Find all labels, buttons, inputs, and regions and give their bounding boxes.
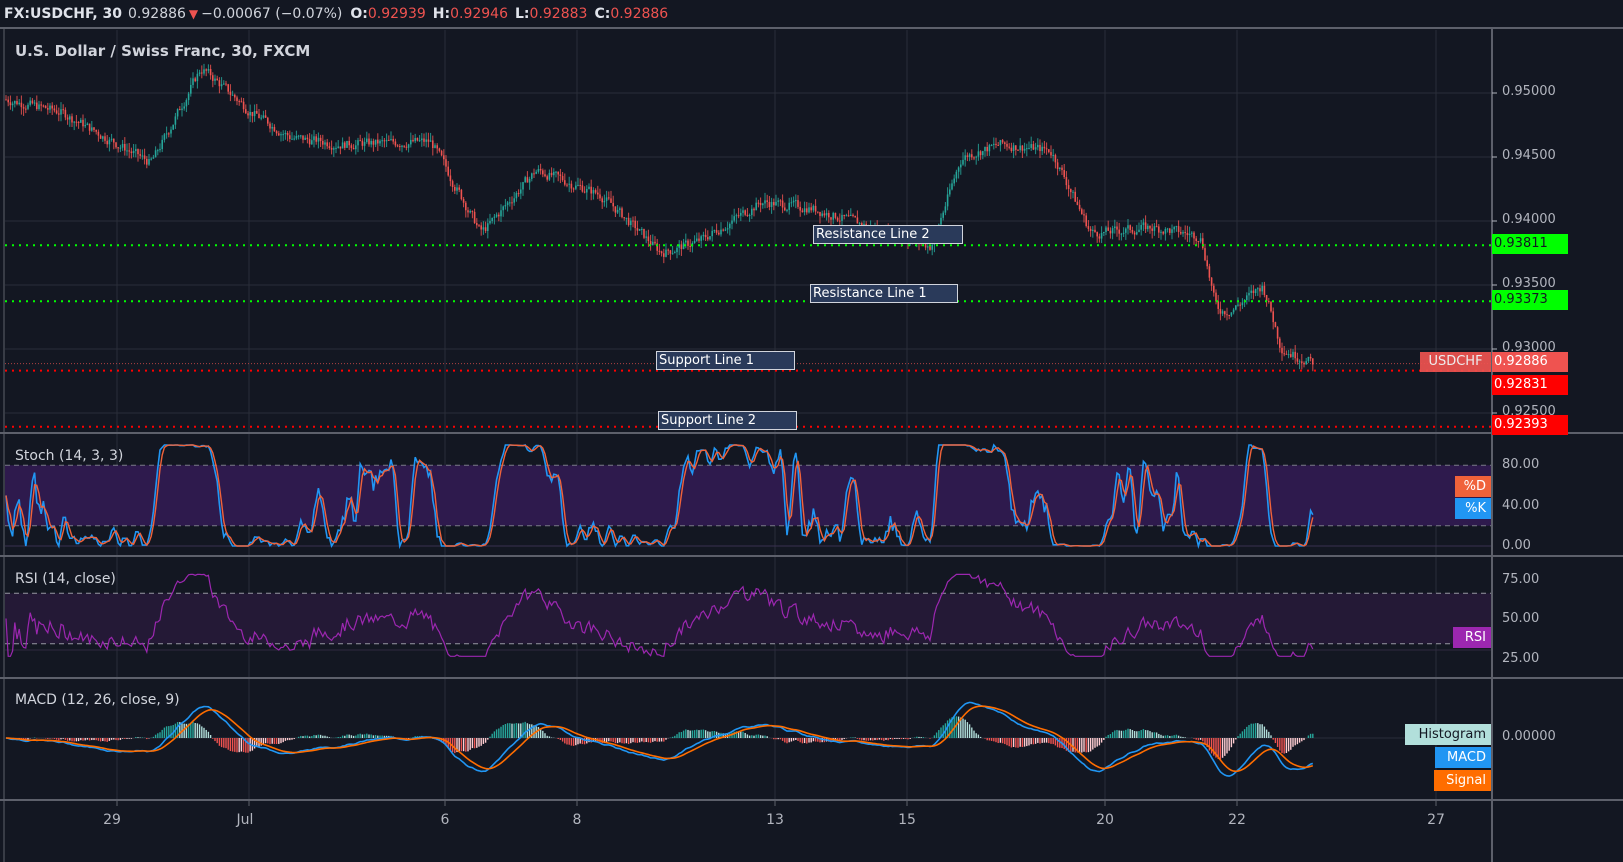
- high-key: H:: [432, 5, 451, 22]
- macd-legend: MACD: [1435, 747, 1491, 768]
- support-line-1-label[interactable]: Support Line 1: [656, 351, 795, 370]
- time-label: Jul: [236, 812, 254, 828]
- time-label: 20: [1096, 812, 1114, 828]
- stoch-series: [5, 443, 1314, 550]
- pane-separators: [0, 29, 1623, 862]
- macd-series: [5, 701, 1314, 777]
- resistance-line-1-label[interactable]: Resistance Line 1: [810, 284, 958, 303]
- stoch-tick: 0.00: [1502, 538, 1531, 553]
- support-line-1-price-tag: 0.92831: [1492, 375, 1568, 395]
- rsi-tick: 25.00: [1502, 651, 1540, 666]
- histogram-legend: Histogram: [1405, 724, 1491, 745]
- time-label: 22: [1228, 812, 1246, 828]
- time-label: 8: [572, 812, 582, 828]
- time-label: 13: [766, 812, 784, 828]
- signal-legend: Signal: [1434, 770, 1491, 791]
- last-price: 0.92886: [128, 5, 186, 22]
- stoch-d-legend: %D: [1455, 476, 1491, 497]
- time-label: 29: [103, 812, 121, 828]
- open-value: 0.92939: [367, 5, 426, 22]
- close-value: 0.92886: [610, 5, 669, 22]
- rsi-pane-title: RSI (14, close): [15, 571, 116, 587]
- resistance-line-2-price-tag: 0.93811: [1492, 234, 1568, 254]
- candlestick-series: [5, 63, 1314, 372]
- rsi-series: [5, 573, 1314, 657]
- resistance-line-1-price-tag: 0.93373: [1492, 290, 1568, 310]
- low-key: L:: [515, 5, 530, 22]
- symbol-name[interactable]: FX:USDCHF, 30: [4, 5, 123, 22]
- stoch-k-legend: %K: [1455, 498, 1491, 519]
- macd-tick: 0.00000: [1502, 729, 1556, 744]
- rsi-tick: 75.00: [1502, 572, 1540, 587]
- symbol-header: FX:USDCHF, 30 0.92886 ▼ −0.00067 (−0.07%…: [0, 0, 1623, 29]
- stoch-pane-title: Stoch (14, 3, 3): [15, 448, 123, 464]
- time-label: 15: [898, 812, 916, 828]
- rsi-legend: RSI: [1453, 627, 1491, 648]
- price-tick: 0.94500: [1502, 148, 1556, 163]
- stoch-tick: 40.00: [1502, 498, 1540, 513]
- open-key: O:: [350, 5, 368, 22]
- time-label: 6: [440, 812, 450, 828]
- price-tick: 0.93500: [1502, 276, 1556, 291]
- price-tick: 0.93000: [1502, 340, 1556, 355]
- low-value: 0.92883: [529, 5, 588, 22]
- down-arrow-icon: ▼: [188, 6, 199, 21]
- resistance-line-2-label[interactable]: Resistance Line 2: [813, 225, 963, 244]
- time-label: 27: [1427, 812, 1445, 828]
- close-key: C:: [594, 5, 611, 22]
- main-pane-title: U.S. Dollar / Swiss Franc, 30, FXCM: [15, 42, 310, 60]
- rsi-tick: 50.00: [1502, 611, 1540, 626]
- support-line-2-label[interactable]: Support Line 2: [658, 411, 797, 430]
- price-tick: 0.95000: [1502, 84, 1556, 99]
- price-change: −0.00067 (−0.07%): [201, 5, 343, 22]
- horizontal-levels: [5, 244, 1492, 428]
- support-line-2-price-tag: 0.92393: [1492, 415, 1568, 435]
- current-price-tag: 0.92886: [1492, 352, 1568, 372]
- price-tick: 0.94000: [1502, 212, 1556, 227]
- stoch-tick: 80.00: [1502, 457, 1540, 472]
- macd-pane-title: MACD (12, 26, close, 9): [15, 692, 180, 708]
- high-value: 0.92946: [450, 5, 508, 22]
- pane-backgrounds: [5, 464, 1492, 645]
- symbol-price-tag: USDCHF: [1420, 352, 1491, 372]
